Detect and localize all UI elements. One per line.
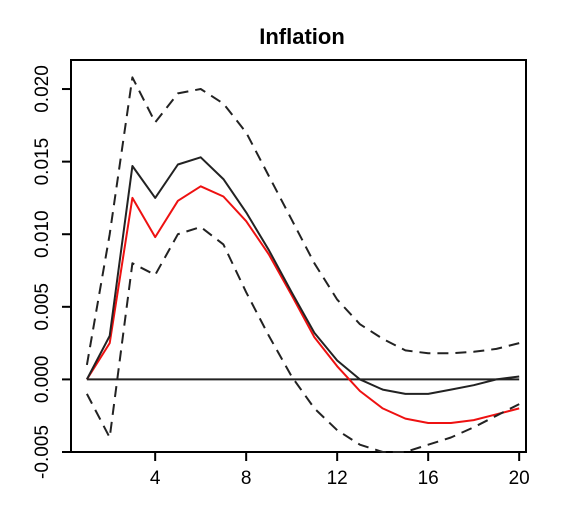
plot-frame: [70, 59, 527, 453]
y-tick-label: 0.010: [32, 210, 53, 258]
x-tick-label: 8: [241, 468, 252, 489]
upper-confidence-band: [85, 76, 520, 366]
y-tick-label: 0.015: [32, 138, 53, 186]
series-layer: [85, 76, 520, 453]
y-tick-label: 0.000: [32, 356, 53, 404]
median-response-line: [86, 185, 520, 424]
y-tick-label: -0.005: [32, 425, 53, 479]
x-tick-label: 20: [509, 468, 530, 489]
x-tick-label: 12: [327, 468, 348, 489]
x-tick-label: 16: [418, 468, 439, 489]
y-tick-label: 0.020: [32, 65, 53, 113]
y-tick-label: 0.005: [32, 283, 53, 331]
x-tick-label: 4: [150, 468, 161, 489]
x-axis: 4 8 12 16 20: [150, 452, 530, 489]
chart-title: Inflation: [259, 24, 345, 49]
lower-confidence-band: [86, 226, 520, 453]
y-axis: -0.005 0.000 0.005 0.010 0.015 0.020: [32, 65, 71, 479]
point-estimate-line: [86, 156, 520, 395]
